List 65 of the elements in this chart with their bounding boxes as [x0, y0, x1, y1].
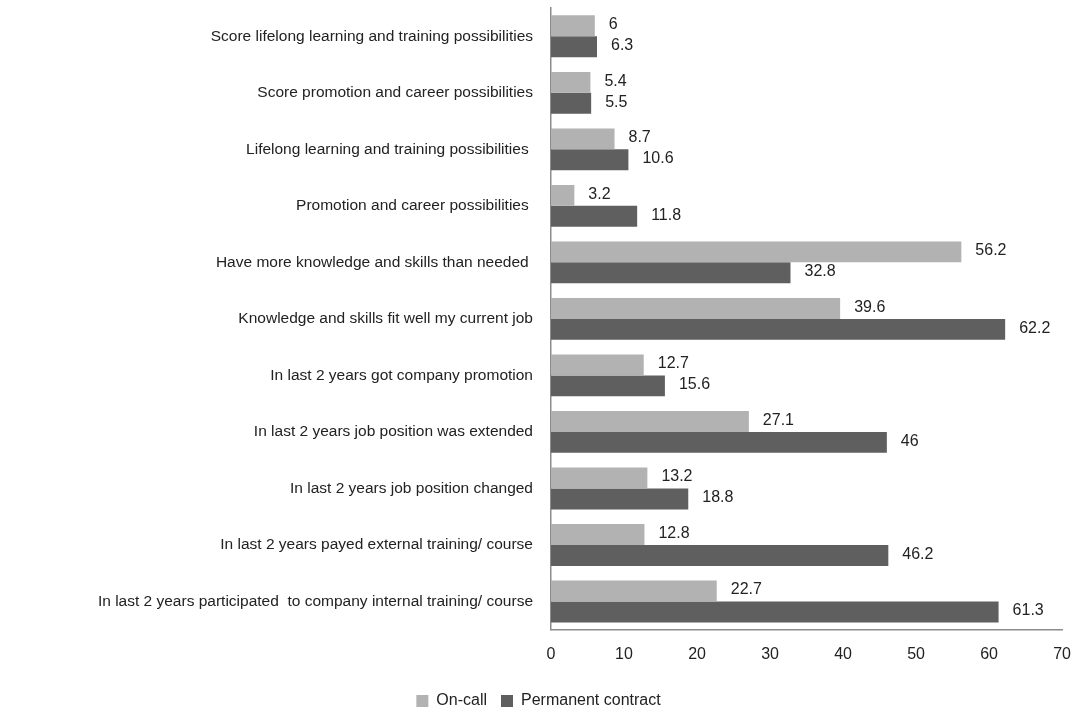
data-label: 39.6 — [854, 297, 886, 315]
x-tick-label: 10 — [615, 644, 634, 662]
bar — [551, 318, 1006, 340]
x-tick-label: 70 — [1053, 644, 1072, 662]
bar — [551, 488, 689, 510]
bar — [551, 71, 591, 93]
data-label: 5.4 — [604, 71, 627, 89]
bar — [551, 411, 749, 432]
y-tick-label: In last 2 years payed external training/ course — [220, 535, 533, 553]
data-label: 22.7 — [730, 580, 762, 598]
bar — [551, 601, 999, 623]
data-label: 5.5 — [605, 92, 628, 110]
data-label: 8.7 — [628, 128, 651, 146]
data-label: 46 — [900, 431, 919, 449]
y-tick-label: In last 2 years got company promotion — [270, 365, 533, 383]
legend-label: Permanent contract — [521, 691, 662, 709]
data-label: 3.2 — [588, 184, 611, 202]
data-label: 27.1 — [762, 410, 795, 428]
y-tick-label: Score promotion and career possibilities — [257, 83, 534, 101]
data-label: 6.3 — [611, 36, 634, 54]
data-label: 6 — [608, 15, 618, 33]
bar — [551, 431, 887, 453]
bar — [551, 297, 841, 319]
bar — [551, 524, 645, 546]
y-tick-label: Lifelong learning and training possibilities — [246, 139, 533, 157]
bar — [551, 580, 717, 602]
data-label: 12.7 — [657, 354, 689, 372]
data-label: 11.8 — [651, 205, 682, 223]
bar — [551, 375, 665, 397]
data-label: 15.6 — [678, 375, 711, 393]
y-tick-label: Knowledge and skills fit well my current job — [238, 309, 533, 327]
data-label: 46.2 — [902, 544, 934, 562]
y-tick-label: In last 2 years participated to company internal training/ course — [97, 591, 533, 609]
data-label: 32.8 — [804, 262, 836, 280]
bar — [551, 184, 575, 206]
bar — [551, 354, 644, 376]
y-tick-label: In last 2 years job position was extended — [253, 422, 533, 440]
y-tick-label: In last 2 years job position changed — [290, 478, 533, 496]
x-tick-label: 60 — [980, 644, 999, 662]
data-label: 56.2 — [975, 241, 1007, 259]
x-tick-label: 40 — [834, 644, 853, 662]
bar — [551, 15, 595, 37]
bar — [551, 467, 648, 489]
data-label: 62.2 — [1019, 318, 1051, 336]
data-label: 10.6 — [642, 149, 674, 167]
bar — [551, 92, 592, 114]
bar — [551, 205, 638, 227]
y-tick-label: Promotion and career possibilities — [296, 196, 533, 214]
y-tick-label: Score lifelong learning and training possibilities — [210, 26, 534, 44]
data-label: 12.8 — [658, 523, 690, 541]
data-label: 18.8 — [702, 488, 734, 506]
legend-label: On-call — [436, 691, 488, 709]
bar — [551, 128, 615, 150]
bar — [551, 36, 597, 58]
data-label: 61.3 — [1012, 601, 1044, 619]
bar — [551, 545, 889, 566]
data-label: 13.2 — [661, 467, 693, 485]
x-tick-label: 50 — [907, 644, 926, 662]
bar — [551, 241, 962, 263]
x-tick-label: 0 — [546, 644, 556, 662]
bar — [551, 149, 629, 171]
y-tick-label: Have more knowledge and skills than needed — [215, 252, 533, 270]
x-tick-label: 20 — [688, 644, 707, 662]
bar — [551, 262, 791, 284]
x-tick-label: 30 — [761, 644, 780, 662]
